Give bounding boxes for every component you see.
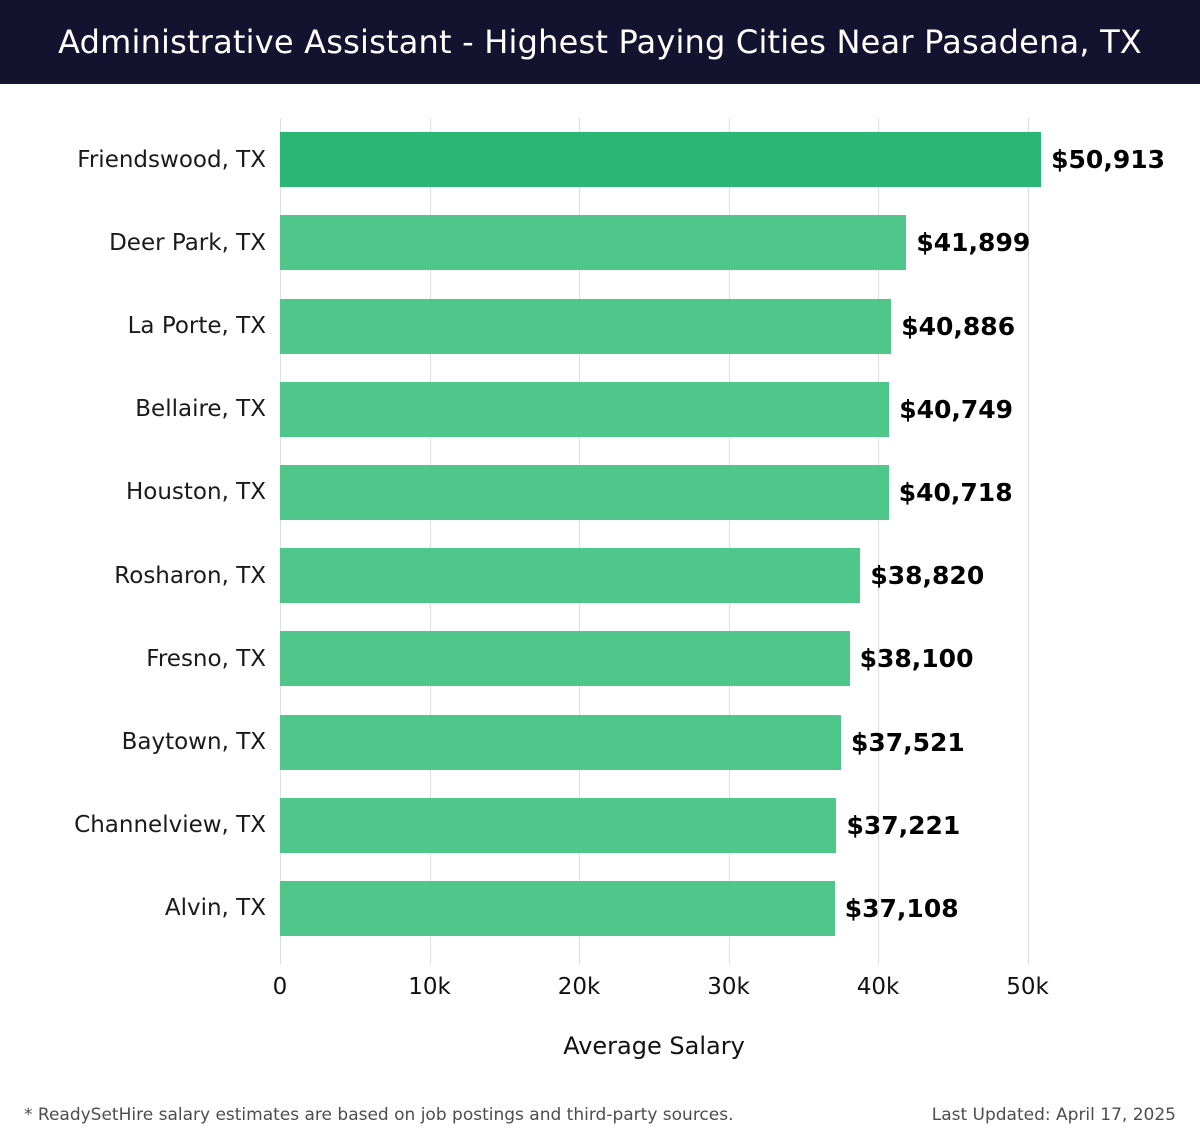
category-label: Alvin, TX — [164, 895, 266, 922]
bar-track: $50,913 — [280, 132, 1200, 188]
bar-track: $37,221 — [280, 797, 1200, 853]
chart-title: Administrative Assistant - Highest Payin… — [58, 23, 1142, 61]
bar-row: La Porte, TX $40,886 — [0, 284, 1200, 367]
value-label: $40,749 — [899, 394, 1014, 424]
plot-rows: Friendswood, TX $50,913 Deer Park, TX $41,8… — [0, 118, 1200, 950]
x-tick-label: 10k — [408, 974, 451, 1000]
category-label: La Porte, TX — [127, 313, 266, 339]
bar-row: Houston, TX $40,718 — [0, 451, 1200, 534]
value-label: $50,913 — [1051, 145, 1166, 175]
bar-row: Fresno, TX $38,100 — [0, 617, 1200, 700]
bar-track: $40,718 — [280, 464, 1200, 520]
bar-track: $38,100 — [280, 631, 1200, 687]
footer: * ReadySetHire salary estimates are base… — [0, 1098, 1200, 1132]
category-label: Friendswood, TX — [77, 146, 266, 173]
bar-row: Alvin, TX $37,108 — [0, 867, 1200, 950]
bar-row: Baytown, TX $37,521 — [0, 700, 1200, 783]
bar-row: Deer Park, TX $41,899 — [0, 201, 1200, 284]
footer-note: * ReadySetHire salary estimates are base… — [24, 1105, 734, 1125]
x-tick-label: 20k — [557, 974, 601, 1000]
salary-bar — [280, 631, 850, 687]
x-axis-label: Average Salary — [563, 1032, 745, 1060]
salary-bar — [280, 797, 837, 853]
value-label: $38,100 — [859, 644, 974, 674]
category-label: Rosharon, TX — [114, 562, 266, 589]
category-label: Channelview, TX — [74, 812, 266, 839]
value-label: $40,886 — [901, 311, 1016, 341]
bar-row: Rosharon, TX $38,820 — [0, 534, 1200, 617]
salary-bar — [280, 381, 890, 437]
category-label: Baytown, TX — [121, 729, 266, 756]
category-label: Bellaire, TX — [135, 396, 266, 423]
category-label: Fresno, TX — [146, 645, 266, 672]
salary-bar — [280, 714, 841, 770]
header: Administrative Assistant - Highest Payin… — [0, 0, 1200, 84]
salary-bar — [280, 298, 892, 354]
category-label: Deer Park, TX — [109, 229, 266, 256]
x-tick-label: 0 — [272, 974, 288, 1000]
value-label: $40,718 — [898, 477, 1013, 507]
value-label: $37,521 — [850, 727, 965, 757]
bar-row: Friendswood, TX $50,913 — [0, 118, 1200, 201]
bar-track: $37,521 — [280, 714, 1200, 770]
category-label: Houston, TX — [125, 479, 266, 506]
bar-row: Bellaire, TX $40,749 — [0, 368, 1200, 451]
salary-bar — [280, 215, 907, 271]
x-axis-ticks: 0 10k 20k 30k 40k 50k — [273, 974, 1060, 1008]
value-label: $37,221 — [846, 810, 961, 840]
x-tick-label: 40k — [856, 974, 900, 1000]
salary-bar — [280, 132, 1042, 188]
bar-track: $40,886 — [280, 298, 1200, 354]
footer-last-updated: Last Updated: April 17, 2025 — [931, 1105, 1176, 1125]
bar-track: $40,749 — [280, 381, 1200, 437]
value-label: $41,899 — [916, 228, 1031, 258]
salary-bar — [280, 464, 889, 520]
bar-row: Channelview, TX $37,221 — [0, 784, 1200, 867]
value-label: $38,820 — [870, 561, 985, 591]
x-tick-label: 30k — [707, 974, 750, 1000]
bar-track: $37,108 — [280, 880, 1200, 936]
x-tick-label: 50k — [1006, 974, 1049, 1000]
salary-bar — [280, 880, 835, 936]
bar-track: $41,899 — [280, 215, 1200, 271]
bar-track: $38,820 — [280, 548, 1200, 604]
value-label: $37,108 — [844, 893, 959, 923]
salary-bar — [280, 548, 861, 604]
